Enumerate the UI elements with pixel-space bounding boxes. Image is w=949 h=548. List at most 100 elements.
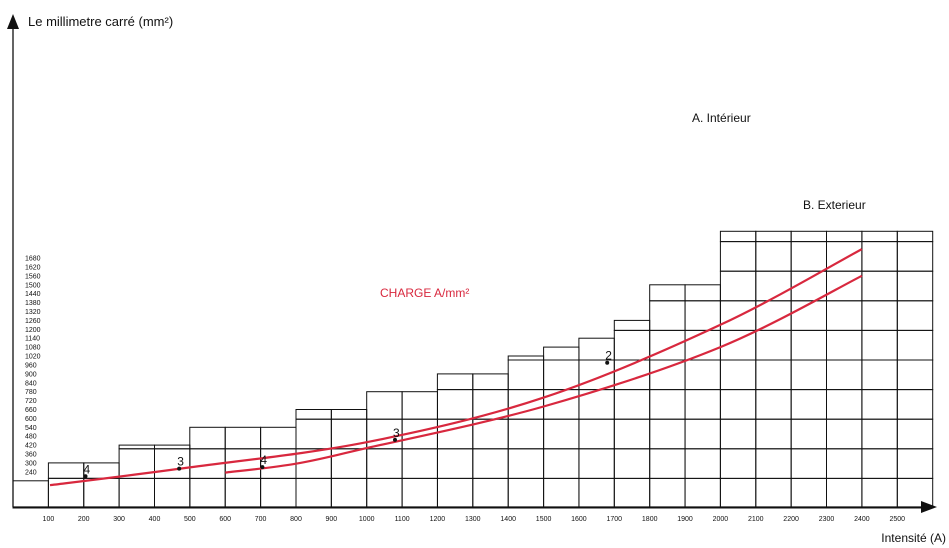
grid-cell — [260, 426, 297, 450]
grid-cell — [861, 300, 898, 331]
x-tick-label: 1200 — [430, 516, 446, 523]
data-point-label: 4 — [260, 453, 267, 467]
x-tick-label: 2400 — [854, 516, 870, 523]
grid-cell — [790, 241, 827, 272]
grid-cell — [649, 329, 686, 361]
grid-cell — [47, 462, 85, 479]
grid-cell — [543, 418, 580, 450]
x-tick-label: 100 — [43, 516, 55, 523]
grid-cell — [613, 448, 651, 479]
grid-cell — [790, 418, 827, 450]
grid-cell — [507, 418, 545, 450]
grid-cell — [578, 448, 615, 479]
series-lines — [49, 248, 863, 487]
y-tick-label: 540 — [25, 425, 37, 432]
grid-cell — [719, 448, 757, 479]
grid-cell — [613, 329, 651, 361]
grid-cell — [543, 359, 580, 391]
grid-cell — [826, 389, 863, 420]
grid-cell — [755, 329, 792, 361]
grid-cell — [826, 448, 863, 479]
grid-cell — [719, 230, 757, 243]
grid-cell — [755, 389, 792, 420]
grid-cell — [295, 418, 332, 450]
data-point-label: 2 — [605, 349, 612, 363]
grid-cell — [613, 477, 651, 509]
data-point — [83, 474, 88, 479]
grid-cell — [790, 359, 827, 391]
data-point-label: 3 — [393, 426, 400, 440]
grid-cell — [154, 477, 191, 509]
grid-cell — [472, 448, 509, 479]
grid-cell — [330, 477, 368, 509]
grid-cell — [861, 448, 898, 479]
grid-cell — [189, 426, 226, 450]
grid-cell — [755, 241, 792, 272]
x-tick-label: 700 — [255, 516, 267, 523]
grid-cell — [684, 359, 721, 391]
grid-cell — [719, 477, 757, 509]
x-tick-label: 1300 — [465, 516, 481, 523]
grid-cell — [826, 300, 863, 331]
data-point — [605, 360, 610, 365]
grid-cell — [507, 359, 545, 391]
grid-cell — [401, 477, 439, 509]
x-tick-label: 2500 — [890, 516, 906, 523]
grid-cell — [790, 329, 827, 361]
grid-cell — [330, 409, 368, 420]
grid-cell — [649, 300, 686, 331]
grid-cell — [826, 418, 863, 450]
grid-cell — [719, 270, 757, 302]
grid-cell — [896, 230, 934, 243]
grid-cell — [719, 241, 757, 272]
x-tick-label: 1900 — [677, 516, 693, 523]
grid-cell — [189, 477, 226, 509]
y-tick-label: 240 — [25, 469, 37, 476]
grid-cell — [684, 418, 721, 450]
grid-cell — [12, 480, 49, 509]
grid-cell — [436, 477, 474, 509]
grid-cell — [295, 477, 332, 509]
grid-cell — [755, 270, 792, 302]
grid-cell — [472, 373, 509, 391]
grid-cell — [578, 359, 615, 391]
x-tick-label: 600 — [219, 516, 231, 523]
x-tick-label: 1400 — [500, 516, 516, 523]
y-tick-label: 360 — [25, 452, 37, 459]
grid-cell — [578, 418, 615, 450]
x-tick-label: 300 — [113, 516, 125, 523]
x-tick-label: 2000 — [713, 516, 729, 523]
grid-cell — [896, 329, 934, 361]
grid-cell — [507, 448, 545, 479]
grid-cell — [401, 391, 439, 420]
y-tick-label: 1620 — [25, 264, 41, 271]
x-tick-labels: 100 200 300 400 500 600 700 800 900 1000 1100 1200 1… — [43, 516, 906, 523]
grid-cell — [790, 230, 827, 243]
grid-cell — [613, 418, 651, 450]
y-axis-label: Le millimetre carré (mm²) — [28, 14, 173, 29]
x-tick-label: 1000 — [359, 516, 375, 523]
grid-cell — [507, 355, 545, 361]
grid-cell — [684, 477, 721, 509]
grid-cell — [896, 300, 934, 331]
x-tick-label: 1100 — [395, 516, 410, 523]
grid-cell — [472, 389, 509, 420]
grid-cell — [790, 448, 827, 479]
x-axis-label: Intensité (A) — [881, 531, 946, 545]
series-label-a: A. Intérieur — [692, 111, 751, 125]
data-point-label: 4 — [84, 462, 91, 476]
staircase-grid — [12, 230, 934, 509]
grid-cell — [755, 230, 792, 243]
y-tick-label: 1140 — [25, 336, 40, 343]
grid-cell — [826, 230, 863, 243]
grid-cell — [896, 270, 934, 302]
y-tick-label: 1440 — [25, 291, 41, 298]
grid-cell — [649, 284, 686, 302]
x-tick-label: 400 — [149, 516, 161, 523]
y-tick-label: 900 — [25, 371, 37, 378]
y-tick-label: 660 — [25, 407, 37, 414]
grid-cell — [861, 329, 898, 361]
grid-cell — [543, 448, 580, 479]
grid-cell — [790, 389, 827, 420]
grid-cell — [755, 477, 792, 509]
